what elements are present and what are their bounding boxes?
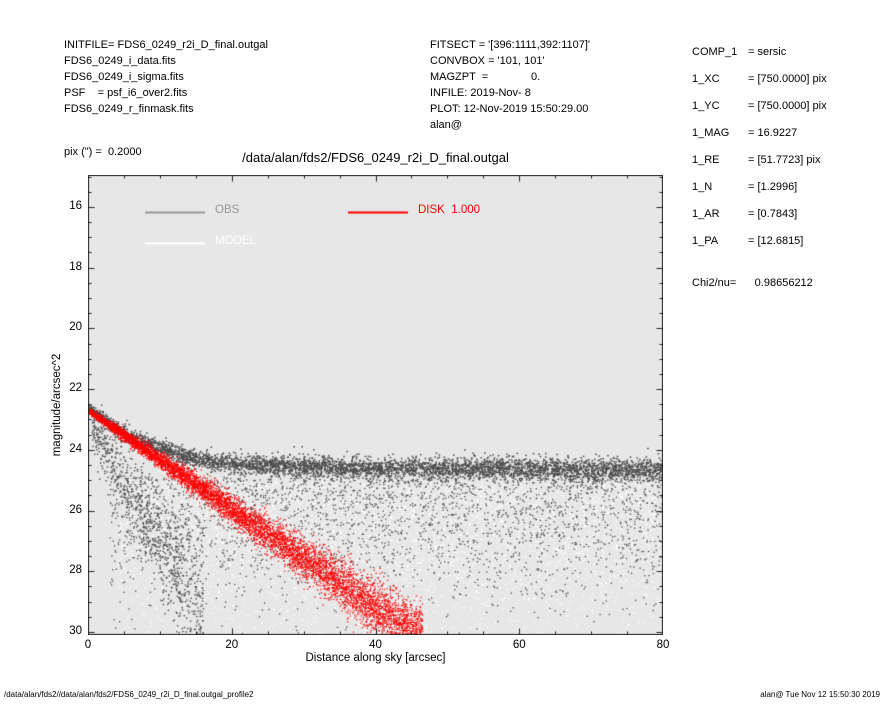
x-axis-label: Distance along sky [arcsec] bbox=[305, 652, 446, 664]
x-tick-label: 80 bbox=[656, 639, 670, 651]
info-line: INFILE: 2019-Nov- 8 bbox=[430, 87, 531, 99]
param-row: 1_N = [1.2996] bbox=[692, 174, 827, 201]
chi2-line: Chi2/nu= 0.98656212 bbox=[692, 277, 813, 289]
param-row: 1_MAG = 16.9227 bbox=[692, 120, 827, 147]
param-name: 1_AR bbox=[692, 208, 720, 220]
param-row: 1_XC = [750.0000] pix bbox=[692, 66, 827, 93]
param-row: COMP_1 = sersic bbox=[692, 39, 827, 66]
profile-plot-canvas bbox=[88, 175, 663, 635]
pixel-scale-line: pix (") = 0.2000 bbox=[64, 146, 142, 158]
footer-file-path: /data/alan/fds2//data/alan/fds2/FDS6_024… bbox=[4, 690, 254, 699]
info-line: FDS6_0249_i_sigma.fits bbox=[64, 71, 184, 83]
plot-title: /data/alan/fds2/FDS6_0249_r2i_D_final.ou… bbox=[242, 150, 509, 165]
info-line: INITFILE= FDS6_0249_r2i_D_final.outgal bbox=[64, 39, 268, 51]
param-name: COMP_1 bbox=[692, 46, 738, 58]
init-files-block: INITFILE= FDS6_0249_r2i_D_final.outgal FD… bbox=[64, 37, 268, 117]
param-value: = 16.9227 bbox=[748, 127, 798, 139]
param-row: 1_PA = [12.6815] bbox=[692, 228, 827, 255]
y-tick-label: 26 bbox=[69, 503, 82, 516]
info-line: MAGZPT = 0. bbox=[430, 71, 541, 83]
component-params-panel: COMP_1 = sersic 1_XC = [750.0000] pix 1_YC = … bbox=[692, 39, 827, 255]
param-name: 1_XC bbox=[692, 73, 720, 85]
param-name: 1_N bbox=[692, 181, 713, 193]
x-tick-label: 40 bbox=[369, 639, 382, 651]
y-tick-label: 30 bbox=[69, 624, 82, 637]
param-row: 1_AR = [0.7843] bbox=[692, 201, 827, 228]
x-tick-label: 60 bbox=[512, 639, 526, 651]
x-tick-label: 20 bbox=[225, 639, 239, 651]
param-row: 1_RE = [51.7723] pix bbox=[692, 147, 827, 174]
info-line: FDS6_0249_r_finmask.fits bbox=[64, 103, 194, 115]
info-line: FITSECT = '[396:1111,392:1107]' bbox=[430, 39, 591, 51]
info-line: PLOT: 12-Nov-2019 15:50:29.00 bbox=[430, 103, 589, 115]
y-tick-label: 16 bbox=[69, 199, 82, 212]
param-value: = [750.0000] pix bbox=[748, 73, 827, 85]
info-line: FDS6_0249_i_data.fits bbox=[64, 55, 176, 67]
y-tick-label: 28 bbox=[69, 564, 82, 577]
param-value: = [750.0000] pix bbox=[748, 100, 827, 112]
param-value: = sersic bbox=[748, 46, 787, 58]
y-axis-label: magnitude/arcsec^2 bbox=[51, 353, 63, 457]
fit-settings-block: FITSECT = '[396:1111,392:1107]' CONVBOX =… bbox=[430, 37, 590, 133]
param-value: = [1.2996] bbox=[748, 181, 798, 193]
param-value: = [12.6815] bbox=[748, 235, 804, 247]
info-line: PSF = psf_i6_over2.fits bbox=[64, 87, 188, 99]
info-line: alan@ bbox=[430, 119, 462, 131]
param-name: 1_RE bbox=[692, 154, 720, 166]
x-tick-label: 0 bbox=[84, 639, 92, 651]
param-value: = [0.7843] bbox=[748, 208, 798, 220]
param-value: = [51.7723] pix bbox=[748, 154, 821, 166]
footer-timestamp: alan@ Tue Nov 12 15:50:30 2019 bbox=[760, 690, 880, 699]
param-name: 1_YC bbox=[692, 100, 720, 112]
param-row: 1_YC = [750.0000] pix bbox=[692, 93, 827, 120]
info-line: CONVBOX = '101, 101' bbox=[430, 55, 545, 67]
y-tick-label: 18 bbox=[69, 260, 82, 273]
param-name: 1_MAG bbox=[692, 127, 730, 139]
param-name: 1_PA bbox=[692, 235, 719, 247]
